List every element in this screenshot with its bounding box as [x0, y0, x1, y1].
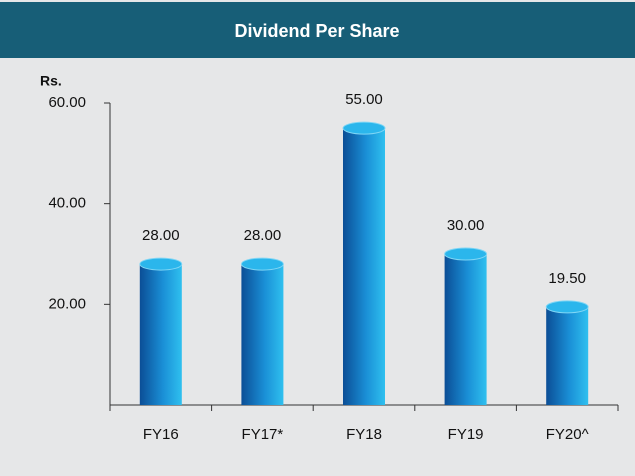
x-tick-label: FY16 — [143, 426, 179, 443]
x-tick-label: FY19 — [448, 426, 484, 443]
y-tick-label: 20.00 — [48, 295, 86, 312]
bar-top — [545, 300, 589, 314]
value-label: 28.00 — [142, 227, 180, 244]
value-label: 55.00 — [345, 91, 383, 108]
chart-title: Dividend Per Share — [234, 21, 399, 41]
value-label: 19.50 — [548, 270, 586, 287]
bar-top — [444, 247, 488, 261]
value-label: 30.00 — [447, 217, 485, 234]
bar — [343, 128, 385, 405]
x-tick-label: FY18 — [346, 426, 382, 443]
bar — [546, 306, 589, 405]
y-axis-label: Rs. — [40, 73, 62, 89]
x-tick-label: FY20^ — [546, 426, 589, 443]
header — [0, 2, 635, 58]
bar — [444, 254, 487, 405]
bar — [139, 264, 182, 405]
bar — [241, 264, 284, 405]
value-label: 28.00 — [244, 227, 282, 244]
x-tick-label: FY17* — [242, 426, 284, 443]
bar-top — [240, 257, 284, 271]
bar-top — [342, 121, 386, 135]
y-tick-label: 40.00 — [48, 195, 86, 212]
bar-top — [139, 257, 183, 271]
y-tick-label: 60.00 — [48, 94, 86, 111]
